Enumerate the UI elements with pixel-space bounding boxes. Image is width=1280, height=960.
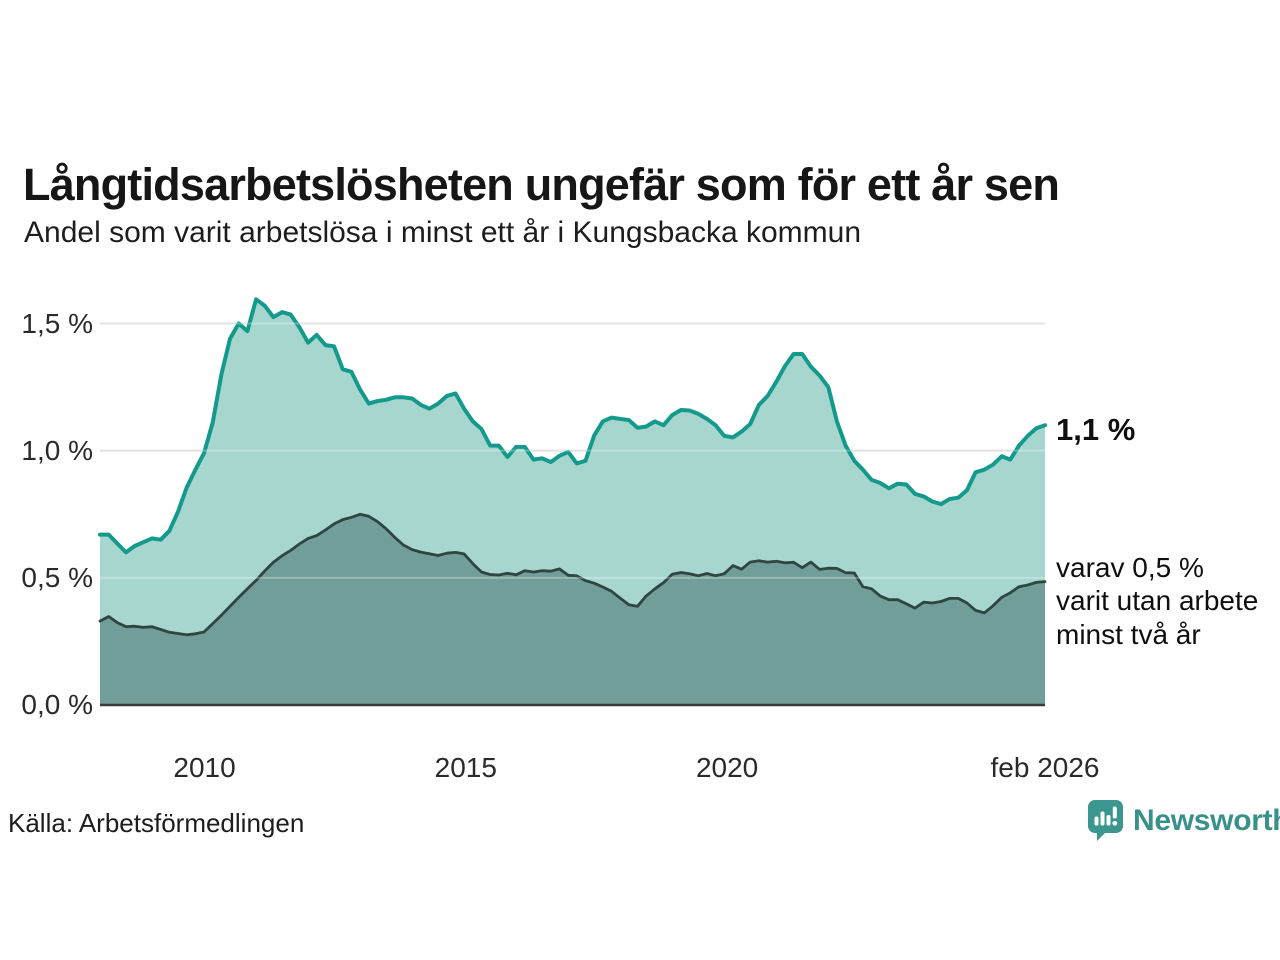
latest-value-label: 1,1 %	[1056, 412, 1136, 447]
x-axis-tick-2015: 2015	[434, 752, 497, 783]
x-axis-tick-2010: 2010	[173, 752, 236, 783]
secondary-annotation-line3: minst två år	[1056, 618, 1201, 650]
source-attribution: Källa: Arbetsförmedlingen	[8, 808, 305, 838]
x-axis-tick-2020: 2020	[695, 752, 759, 783]
page-title: Långtidsarbetslösheten ungefär som för e…	[23, 159, 1060, 211]
y-axis-tick-0-0: 0,0 %	[21, 689, 93, 720]
x-axis-tick-feb-2026: feb 2026	[990, 752, 1100, 783]
chart-subtitle: Andel som varit arbetslösa i minst ett å…	[24, 216, 862, 249]
secondary-series-annotation: varav 0,5 % varit utan arbete minst två …	[1056, 551, 1258, 651]
brand-logo: Newsworthy	[1087, 799, 1280, 842]
brand-wordmark: Newsworthy	[1133, 803, 1280, 837]
newsworthy-chart-bubble-icon	[1088, 800, 1123, 841]
secondary-annotation-line1: varav 0,5 %	[1056, 552, 1204, 583]
y-axis-tick-1-0: 1,0 %	[21, 434, 93, 466]
y-axis-tick-1-5: 1,5 %	[21, 307, 93, 339]
y-axis-tick-0-5: 0,5 %	[21, 561, 93, 593]
secondary-annotation-line2: varit utan arbete	[1056, 585, 1259, 617]
